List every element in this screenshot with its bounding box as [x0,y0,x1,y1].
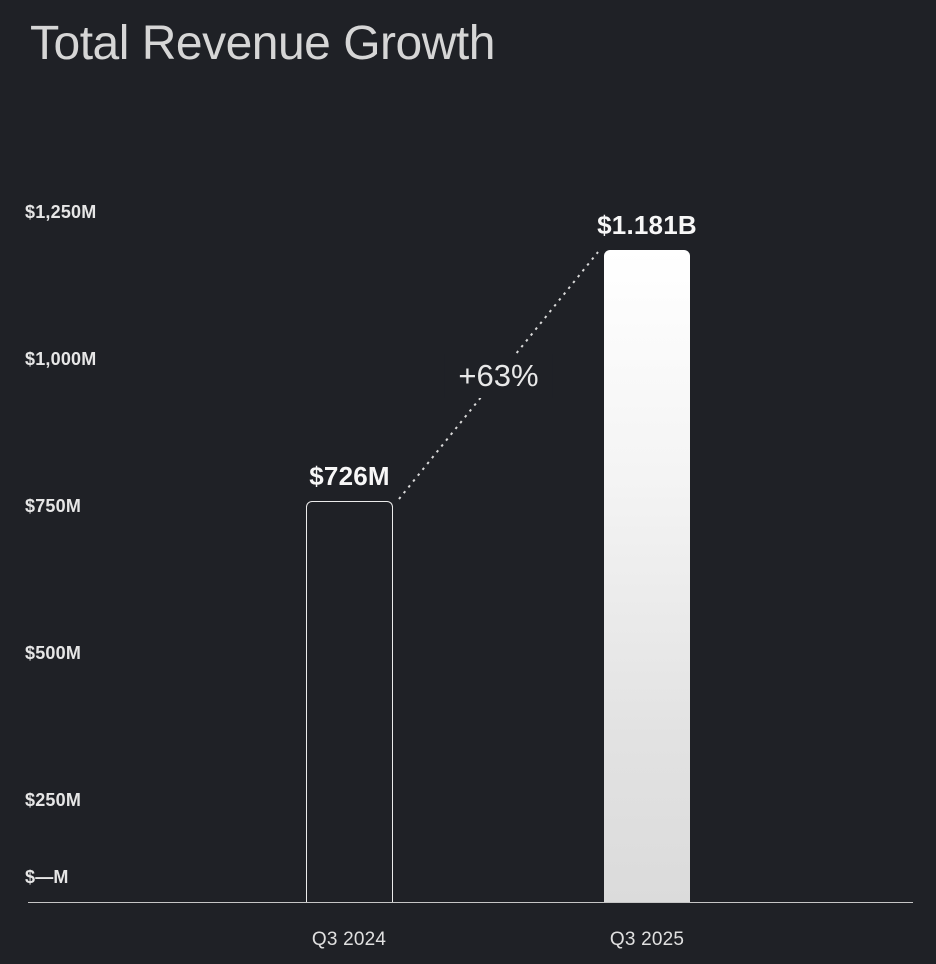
x-axis-category-q3-2024: Q3 2024 [311,929,387,950]
growth-percentage-label: +63% [444,353,553,398]
bar-q3-2025 [604,250,690,902]
bar-value-label-q3-2024: $726M [309,461,390,491]
chart-title: Total Revenue Growth [30,17,495,70]
bar-q3-2024 [306,501,393,902]
x-axis-category-q3-2025: Q3 2025 [609,929,685,950]
y-axis-tick-zero: $—M [25,867,69,887]
y-axis-tick-750: $750M [25,496,82,516]
x-axis-line [28,902,913,903]
bar-value-label-q3-2025: $1.181B [597,210,697,240]
y-axis-tick-1250: $1,250M [25,202,97,222]
y-axis-tick-1000: $1,000M [25,349,97,369]
y-axis-tick-250: $250M [25,790,82,810]
y-axis-tick-500: $500M [25,643,82,663]
